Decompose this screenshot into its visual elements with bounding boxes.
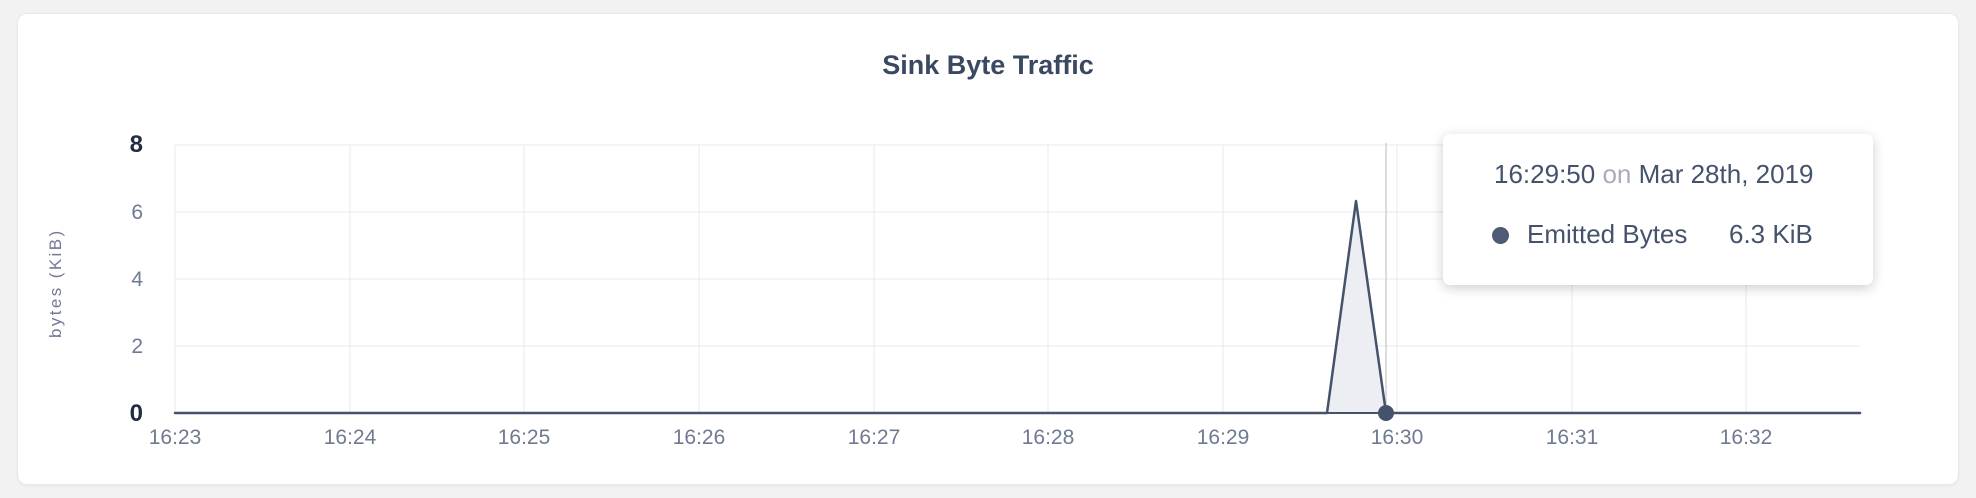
svg-text:16:24: 16:24: [324, 426, 377, 449]
svg-text:6: 6: [131, 201, 143, 224]
svg-text:16:27: 16:27: [848, 426, 901, 449]
svg-text:16:30: 16:30: [1371, 426, 1424, 449]
svg-text:16:32: 16:32: [1720, 426, 1773, 449]
svg-text:16:23: 16:23: [149, 426, 202, 449]
svg-text:16:29: 16:29: [1197, 426, 1250, 449]
svg-text:16:25: 16:25: [498, 426, 551, 449]
svg-text:4: 4: [131, 268, 143, 291]
svg-text:0: 0: [130, 400, 143, 427]
svg-text:2: 2: [131, 335, 143, 358]
svg-text:8: 8: [130, 131, 143, 158]
svg-text:16:26: 16:26: [673, 426, 726, 449]
svg-text:16:31: 16:31: [1546, 426, 1599, 449]
svg-text:16:28: 16:28: [1022, 426, 1075, 449]
